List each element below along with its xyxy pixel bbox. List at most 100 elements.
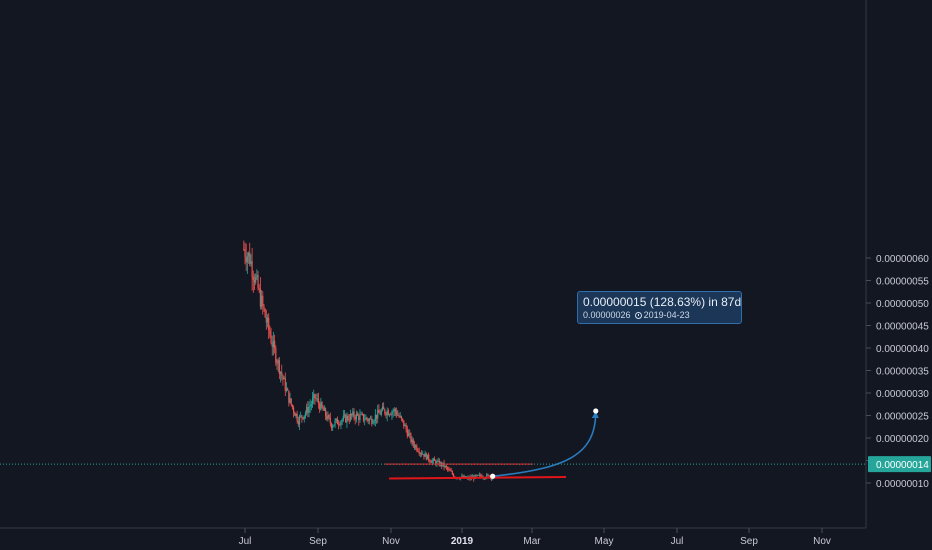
candle-body bbox=[288, 390, 290, 403]
candle-body bbox=[400, 416, 403, 419]
candle-body bbox=[268, 317, 270, 331]
candle-body bbox=[250, 261, 252, 265]
candle-body bbox=[354, 417, 356, 420]
candle-body bbox=[304, 412, 307, 416]
candle-body bbox=[259, 288, 262, 307]
candle-body bbox=[294, 412, 296, 416]
candle-body bbox=[340, 421, 342, 425]
trend-lines bbox=[385, 408, 599, 480]
y-tick-label: 0.00000025 bbox=[876, 412, 929, 423]
candle-body bbox=[277, 360, 279, 364]
candle-body bbox=[291, 404, 293, 408]
candle-body bbox=[346, 415, 348, 423]
candle-body bbox=[348, 419, 350, 421]
projection-end-point[interactable] bbox=[593, 408, 599, 414]
candle-body bbox=[365, 417, 367, 420]
candle-body bbox=[412, 439, 414, 445]
candle-body bbox=[432, 458, 435, 461]
y-tick-label: 0.00000020 bbox=[876, 434, 929, 445]
candle-body bbox=[417, 450, 419, 452]
candle-body bbox=[336, 418, 339, 425]
candle-body bbox=[271, 343, 273, 348]
x-tick-label: May bbox=[595, 536, 614, 547]
candle-body bbox=[393, 409, 395, 412]
candle-body bbox=[352, 411, 354, 416]
projection-label[interactable]: 0.00000015 (128.63%) in 87d 0.00000026 20… bbox=[577, 291, 742, 324]
candle-body bbox=[462, 476, 464, 478]
projection-details: 0.00000026 2019-04-23 bbox=[583, 309, 736, 321]
x-tick-label: Jul bbox=[239, 536, 252, 547]
candle-body bbox=[300, 415, 302, 417]
clock-icon bbox=[634, 312, 642, 319]
candle-body bbox=[247, 252, 250, 257]
candle-body bbox=[316, 398, 318, 400]
candle-body bbox=[281, 371, 283, 376]
candle-body bbox=[328, 414, 330, 418]
candle-body bbox=[403, 420, 405, 427]
x-axis: Jul Sep Nov 2019 Mar May Jul Sep Nov bbox=[239, 528, 831, 547]
candle-body bbox=[425, 453, 427, 460]
candle-body bbox=[342, 415, 344, 420]
candle-body bbox=[255, 276, 257, 283]
y-tick-label: 0.00000055 bbox=[876, 277, 929, 288]
candle-body bbox=[380, 410, 382, 415]
candle-body bbox=[251, 261, 253, 277]
candle-body bbox=[420, 453, 423, 455]
candle-body bbox=[266, 317, 269, 323]
candle-body bbox=[269, 330, 271, 336]
candle-body bbox=[298, 416, 301, 425]
candle-body bbox=[333, 424, 335, 427]
candle-body bbox=[379, 413, 381, 415]
candle-body bbox=[276, 362, 278, 364]
candle-body bbox=[428, 454, 430, 461]
candle-body bbox=[349, 414, 352, 421]
candle-body bbox=[402, 418, 404, 421]
candle-body bbox=[272, 340, 275, 348]
projection-start-point[interactable] bbox=[490, 473, 496, 479]
candle-body bbox=[418, 451, 420, 454]
x-tick-label: Jul bbox=[671, 536, 684, 547]
candle-body bbox=[314, 394, 316, 399]
candle-body bbox=[297, 421, 299, 425]
candle-body bbox=[385, 413, 387, 416]
candle-body bbox=[245, 256, 247, 263]
candle-body bbox=[384, 409, 386, 414]
candle-body bbox=[310, 404, 312, 406]
candle-body bbox=[360, 414, 362, 415]
candle-body bbox=[431, 460, 433, 463]
y-tick-label: 0.00000045 bbox=[876, 322, 929, 333]
candle-body bbox=[341, 419, 343, 422]
candle-body bbox=[296, 413, 298, 422]
candle-body bbox=[355, 413, 357, 420]
x-tick-label: Sep bbox=[740, 536, 758, 547]
candle-body bbox=[265, 317, 267, 323]
candle-body bbox=[323, 408, 325, 411]
candle-body bbox=[407, 433, 410, 437]
candle-body bbox=[260, 295, 263, 307]
candle-body bbox=[480, 474, 482, 477]
candle-body bbox=[411, 439, 413, 442]
candle-body bbox=[244, 249, 246, 257]
candle-body bbox=[429, 460, 431, 462]
candle-body bbox=[419, 453, 421, 454]
projection-arrowhead bbox=[591, 411, 599, 418]
candle-body bbox=[257, 275, 259, 289]
candle-body bbox=[258, 288, 260, 290]
candle-body bbox=[410, 433, 412, 442]
candle-body bbox=[322, 407, 324, 411]
candle-body bbox=[332, 426, 334, 429]
candle-body bbox=[361, 414, 363, 415]
candle-body bbox=[359, 414, 361, 421]
x-tick-label: Nov bbox=[813, 536, 831, 547]
candle-body bbox=[326, 415, 328, 420]
candle-body bbox=[270, 335, 272, 344]
candle-body bbox=[284, 377, 286, 391]
candle-body bbox=[243, 249, 245, 250]
candle-body bbox=[394, 409, 397, 412]
candle-body bbox=[252, 276, 254, 280]
candle-body bbox=[295, 413, 297, 416]
candle-body bbox=[308, 407, 310, 413]
candle-body bbox=[488, 475, 490, 478]
candle-body bbox=[377, 409, 379, 419]
